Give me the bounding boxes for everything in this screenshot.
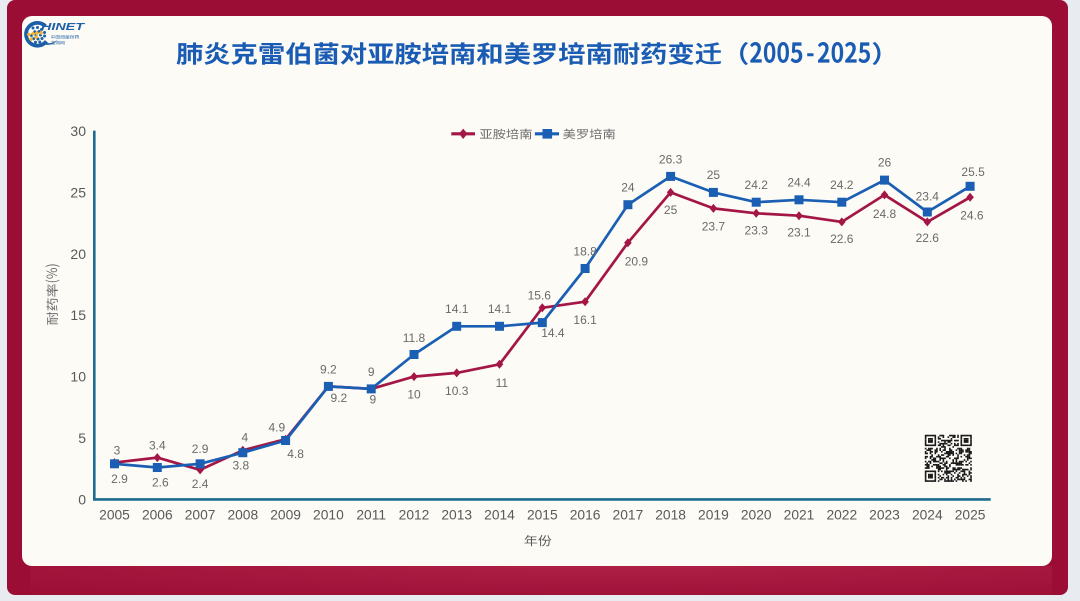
- svg-text:3.8: 3.8: [232, 459, 249, 473]
- svg-text:2007: 2007: [185, 507, 216, 522]
- svg-text:2008: 2008: [227, 507, 258, 522]
- svg-text:22.6: 22.6: [916, 231, 940, 245]
- svg-text:11.8: 11.8: [403, 331, 426, 345]
- svg-text:20: 20: [70, 246, 86, 262]
- svg-text:9.2: 9.2: [320, 363, 337, 377]
- svg-text:10: 10: [407, 387, 421, 401]
- svg-text:2015: 2015: [527, 507, 558, 522]
- svg-text:2012: 2012: [399, 507, 430, 522]
- svg-text:24.6: 24.6: [960, 208, 984, 222]
- svg-text:2023: 2023: [869, 507, 900, 522]
- svg-text:15: 15: [70, 307, 86, 323]
- svg-text:18.8: 18.8: [573, 244, 597, 258]
- svg-text:2013: 2013: [441, 507, 472, 522]
- svg-text:2018: 2018: [655, 507, 686, 522]
- svg-text:2017: 2017: [613, 507, 644, 522]
- svg-text:25: 25: [70, 184, 86, 200]
- svg-text:2014: 2014: [484, 507, 515, 522]
- svg-text:24: 24: [621, 181, 635, 195]
- svg-text:23.1: 23.1: [787, 226, 811, 240]
- svg-text:2016: 2016: [570, 507, 601, 522]
- svg-text:3.4: 3.4: [149, 438, 166, 452]
- svg-text:4.9: 4.9: [268, 421, 285, 435]
- svg-text:2005: 2005: [99, 507, 130, 522]
- svg-text:2.4: 2.4: [192, 477, 209, 491]
- svg-text:23.3: 23.3: [745, 223, 769, 237]
- svg-text:30: 30: [70, 123, 86, 139]
- svg-text:14.4: 14.4: [541, 326, 565, 340]
- svg-text:20.9: 20.9: [625, 254, 649, 268]
- svg-text:2010: 2010: [313, 507, 344, 522]
- svg-text:26: 26: [878, 155, 892, 169]
- svg-text:14.1: 14.1: [488, 302, 512, 316]
- svg-text:2025: 2025: [955, 507, 986, 522]
- svg-text:9: 9: [368, 365, 375, 379]
- svg-text:16.1: 16.1: [573, 313, 597, 327]
- svg-text:24.4: 24.4: [787, 175, 811, 189]
- svg-text:2011: 2011: [356, 507, 386, 522]
- svg-text:24.8: 24.8: [873, 207, 897, 221]
- svg-text:3: 3: [114, 444, 121, 458]
- svg-text:24.2: 24.2: [830, 178, 854, 192]
- svg-text:2006: 2006: [142, 507, 173, 522]
- svg-text:22.6: 22.6: [830, 232, 854, 246]
- svg-text:2022: 2022: [826, 507, 857, 522]
- svg-text:2020: 2020: [741, 507, 772, 522]
- svg-text:15.6: 15.6: [528, 288, 552, 302]
- svg-text:25: 25: [707, 168, 721, 182]
- svg-text:2.9: 2.9: [192, 442, 209, 456]
- svg-text:2024: 2024: [912, 507, 943, 522]
- svg-text:2021: 2021: [784, 507, 815, 522]
- svg-text:26.3: 26.3: [659, 153, 683, 167]
- svg-text:14.1: 14.1: [445, 302, 469, 316]
- svg-text:0: 0: [78, 491, 86, 507]
- svg-text:4.8: 4.8: [287, 447, 304, 461]
- svg-text:2019: 2019: [698, 507, 729, 522]
- svg-text:2.6: 2.6: [152, 475, 169, 489]
- svg-text:25: 25: [664, 203, 678, 217]
- svg-text:HINET: HINET: [41, 22, 85, 33]
- svg-text:9: 9: [370, 393, 377, 407]
- svg-text:2009: 2009: [270, 507, 301, 522]
- svg-text:4: 4: [241, 431, 248, 445]
- svg-text:2.9: 2.9: [111, 472, 128, 486]
- svg-text:25.5: 25.5: [961, 165, 985, 179]
- svg-text:10: 10: [70, 369, 86, 385]
- svg-text:10.3: 10.3: [445, 384, 469, 398]
- svg-text:11: 11: [496, 376, 509, 390]
- svg-text:24.2: 24.2: [745, 178, 769, 192]
- svg-text:5: 5: [78, 430, 86, 446]
- svg-text:9.2: 9.2: [331, 391, 348, 405]
- svg-text:23.4: 23.4: [916, 189, 940, 203]
- svg-text:23.7: 23.7: [702, 220, 726, 234]
